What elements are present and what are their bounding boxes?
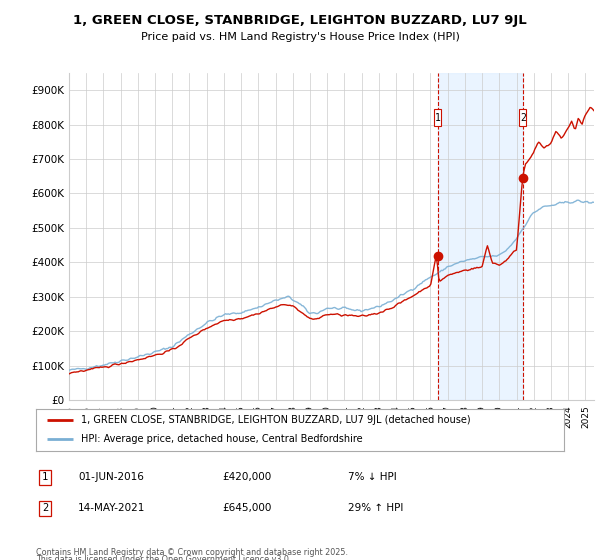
Text: HPI: Average price, detached house, Central Bedfordshire: HPI: Average price, detached house, Cent… (81, 435, 362, 445)
Text: 1: 1 (42, 472, 48, 482)
Text: 1, GREEN CLOSE, STANBRIDGE, LEIGHTON BUZZARD, LU7 9JL (detached house): 1, GREEN CLOSE, STANBRIDGE, LEIGHTON BUZ… (81, 415, 470, 425)
Text: 01-JUN-2016: 01-JUN-2016 (78, 472, 144, 482)
Text: 2: 2 (42, 503, 48, 514)
Text: 1, GREEN CLOSE, STANBRIDGE, LEIGHTON BUZZARD, LU7 9JL: 1, GREEN CLOSE, STANBRIDGE, LEIGHTON BUZ… (73, 14, 527, 27)
Text: 29% ↑ HPI: 29% ↑ HPI (348, 503, 403, 514)
Bar (438, 73, 523, 400)
Text: Price paid vs. HM Land Registry's House Price Index (HPI): Price paid vs. HM Land Registry's House … (140, 32, 460, 43)
Text: 2: 2 (520, 113, 526, 123)
Text: 14-MAY-2021: 14-MAY-2021 (78, 503, 145, 514)
Text: This data is licensed under the Open Government Licence v3.0.: This data is licensed under the Open Gov… (36, 556, 292, 560)
FancyBboxPatch shape (434, 109, 441, 126)
Text: £645,000: £645,000 (222, 503, 271, 514)
Text: £420,000: £420,000 (222, 472, 271, 482)
Text: Contains HM Land Registry data © Crown copyright and database right 2025.: Contains HM Land Registry data © Crown c… (36, 548, 348, 557)
Text: 1: 1 (435, 113, 440, 123)
FancyBboxPatch shape (520, 109, 526, 126)
Text: 7% ↓ HPI: 7% ↓ HPI (348, 472, 397, 482)
